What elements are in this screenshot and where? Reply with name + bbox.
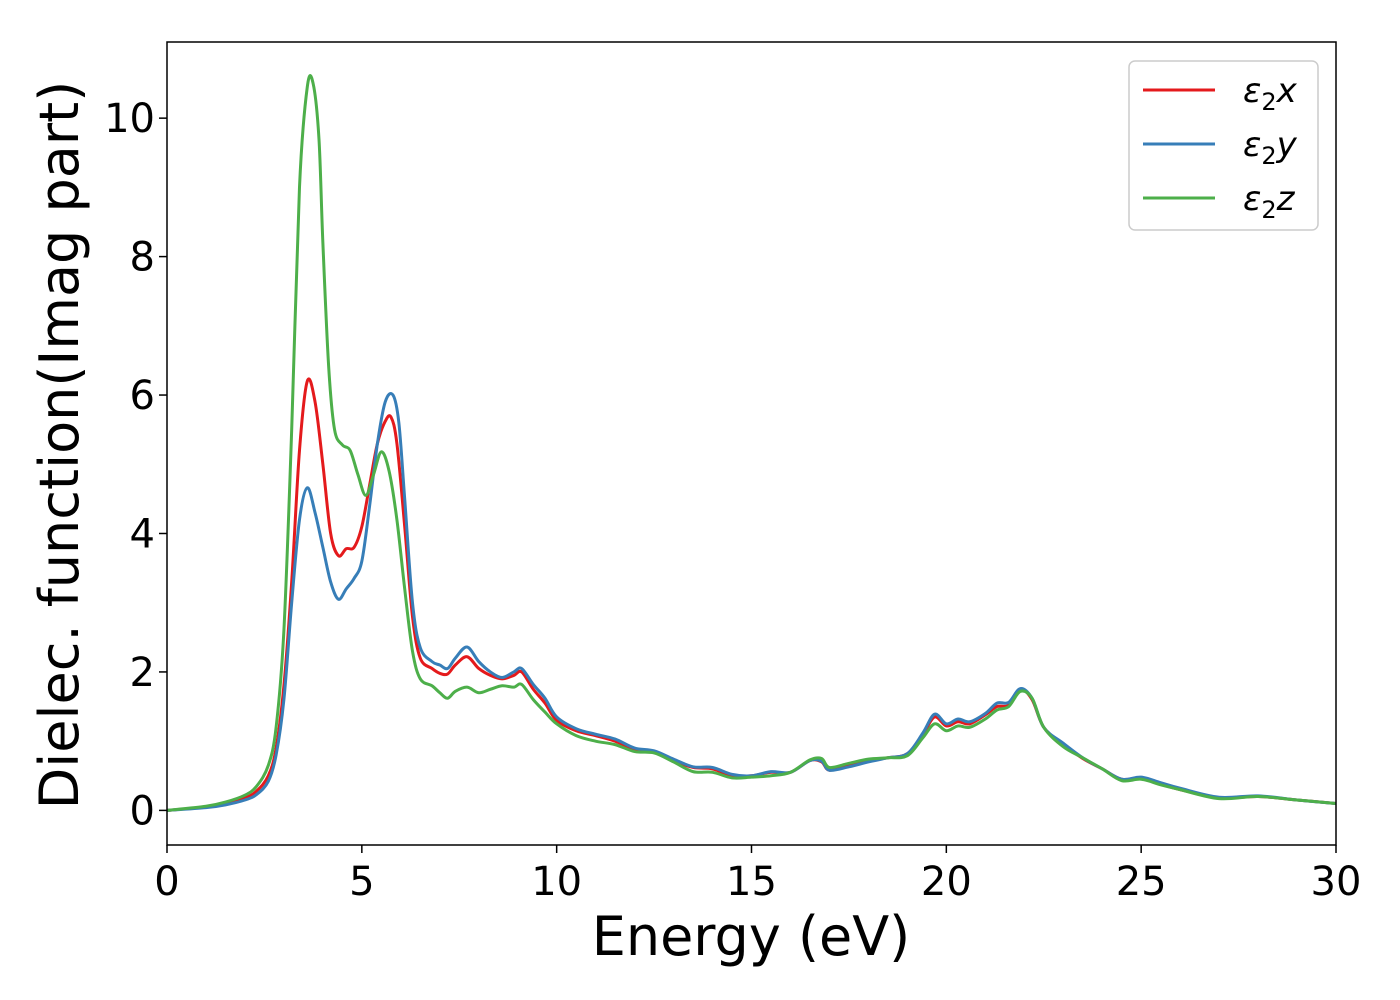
y-tick-label: 2 [130, 650, 155, 696]
x-tick-label: 15 [726, 859, 777, 905]
y-tick-label: 10 [104, 96, 155, 142]
x-axis-ticks: 0 5 10 15 20 25 30 [154, 845, 1361, 905]
y-tick-label: 6 [130, 373, 155, 419]
legend-box [1128, 60, 1319, 231]
series-line-z [167, 74, 1336, 812]
y-axis-title: Dielec. function(Imag part) [28, 81, 91, 810]
y-tick-label: 4 [130, 511, 155, 557]
series-layer [167, 74, 1336, 812]
y-tick-label: 0 [130, 788, 155, 834]
x-tick-label: 0 [154, 859, 179, 905]
x-tick-label: 30 [1311, 859, 1362, 905]
x-tick-label: 20 [921, 859, 972, 905]
x-tick-label: 25 [1116, 859, 1167, 905]
y-axis-ticks: 0 2 4 6 8 10 [104, 96, 167, 834]
y-tick-label: 8 [130, 235, 155, 281]
legend-label-y: ε2y [1243, 125, 1298, 170]
x-axis-title: Energy (eV) [592, 905, 911, 968]
x-tick-label: 5 [349, 859, 374, 905]
x-tick-label: 10 [531, 859, 582, 905]
legend-label-z: ε2z [1243, 179, 1296, 224]
legend: ε2x ε2y ε2z [1128, 60, 1319, 231]
legend-label-x: ε2x [1243, 71, 1298, 116]
series-line-y [167, 392, 1336, 812]
